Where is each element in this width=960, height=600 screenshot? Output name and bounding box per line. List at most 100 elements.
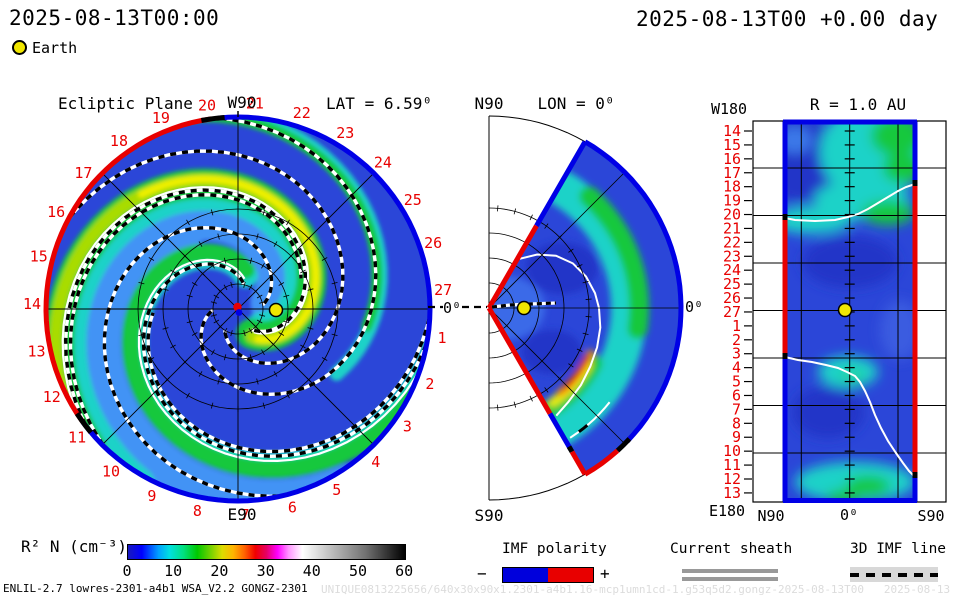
e90-label: E90 bbox=[228, 505, 257, 524]
grid-radial-line bbox=[488, 307, 626, 445]
rim-negative-polarity bbox=[583, 139, 684, 444]
rotation-day-label: 8 bbox=[193, 502, 202, 520]
rotation-day-label: 13 bbox=[723, 484, 741, 502]
rotation-day-label: 1 bbox=[437, 329, 446, 347]
rotation-day-label: 15 bbox=[723, 136, 741, 154]
deg0-axis-label: 0⁰ bbox=[840, 506, 858, 524]
grid-tick bbox=[186, 392, 190, 399]
current-sheath-swatch bbox=[682, 577, 778, 581]
rotation-day-label: 14 bbox=[23, 295, 41, 313]
rotation-day-label: 10 bbox=[723, 442, 741, 460]
rotation-day-label: 23 bbox=[336, 124, 354, 142]
grid-tick bbox=[243, 330, 246, 337]
rotation-day-label: 3 bbox=[732, 345, 741, 363]
rotation-day-label: 20 bbox=[198, 96, 216, 114]
imf-line-swatch bbox=[850, 567, 938, 582]
grid-tick bbox=[148, 257, 155, 261]
grid-tick bbox=[307, 327, 314, 330]
rotation-day-label: 9 bbox=[732, 428, 741, 446]
earth-icon bbox=[12, 40, 27, 55]
imf-positive-swatch bbox=[548, 568, 593, 582]
wedge-edge bbox=[566, 445, 575, 454]
grid-tick bbox=[223, 327, 228, 334]
rotation-day-label: 23 bbox=[723, 247, 741, 265]
grid-tick bbox=[211, 349, 215, 356]
timestamp-right: 2025-08-13T00 +0.00 day bbox=[636, 7, 939, 31]
current-sheet-line bbox=[61, 186, 310, 464]
sheet-black-mark bbox=[578, 424, 589, 434]
sun-icon bbox=[233, 302, 242, 312]
density-arm bbox=[62, 186, 312, 501]
current-sheath-title: Current sheath bbox=[670, 541, 793, 557]
colorbar-tick-label: 10 bbox=[164, 562, 183, 580]
outer-arc-outline bbox=[488, 115, 586, 143]
rotation-day-label: 12 bbox=[43, 388, 61, 406]
grid-tick bbox=[286, 219, 290, 226]
current-sheet-line bbox=[137, 258, 430, 463]
n90-axis-label: N90 bbox=[757, 507, 784, 525]
rotation-day-label: 26 bbox=[424, 234, 442, 252]
grid-tick bbox=[211, 262, 215, 269]
deg0-label: 0⁰ bbox=[443, 299, 461, 317]
rotation-day-label: 7 bbox=[241, 506, 250, 524]
rotation-day-label: 22 bbox=[723, 233, 741, 251]
grid-tick bbox=[259, 314, 266, 317]
rotation-day-label: 1 bbox=[732, 317, 741, 335]
rotation-day-label: 19 bbox=[723, 192, 741, 210]
rotation-day-label: 7 bbox=[732, 400, 741, 418]
grid-tick bbox=[213, 294, 220, 299]
dashed-line-icon bbox=[850, 572, 938, 577]
grid-tick bbox=[191, 332, 198, 336]
imf-line-dashes bbox=[102, 225, 338, 499]
rotation-day-label: 11 bbox=[723, 456, 741, 474]
grid-tick bbox=[262, 209, 266, 216]
grid-tick bbox=[217, 233, 220, 240]
rotation-day-label: 10 bbox=[102, 462, 120, 480]
r1au-grid: 1415161718192021222324252627123456789101… bbox=[709, 95, 947, 525]
grid-tick bbox=[230, 330, 233, 337]
r1au-title: R = 1.0 AU bbox=[810, 95, 906, 114]
rotation-day-label: 16 bbox=[47, 203, 65, 221]
density-blob bbox=[871, 122, 915, 156]
rotation-day-label: 5 bbox=[332, 481, 341, 499]
grid-tick bbox=[582, 332, 589, 336]
imf-polarity-swatch bbox=[502, 567, 594, 583]
colorbar-tick-label: 50 bbox=[348, 562, 368, 580]
grid-tick bbox=[513, 401, 517, 408]
grid-tick bbox=[497, 205, 499, 212]
rotation-day-label: 17 bbox=[723, 164, 741, 182]
outer-arc-outline bbox=[488, 473, 586, 501]
wedge-edge bbox=[486, 306, 553, 415]
grid-tick bbox=[210, 301, 217, 304]
lat-label: LAT = 6.59⁰ bbox=[326, 94, 432, 113]
grid-tick bbox=[283, 294, 290, 298]
earth-icon bbox=[516, 300, 532, 316]
rotation-day-label: 21 bbox=[723, 219, 741, 237]
colorbar-title: R² N (cm⁻³) bbox=[21, 537, 127, 556]
earth-legend-label: Earth bbox=[32, 39, 78, 57]
grid-tick bbox=[582, 280, 589, 284]
density-arm bbox=[121, 243, 430, 479]
density-blob bbox=[792, 386, 864, 438]
imf-line-title: 3D IMF line bbox=[850, 541, 947, 557]
grid-tick bbox=[278, 282, 285, 286]
rim-positive-polarity bbox=[43, 116, 212, 424]
wedge-edge bbox=[534, 140, 588, 227]
grid-tick bbox=[261, 262, 265, 269]
grid-tick bbox=[259, 301, 266, 304]
rotation-day-label: 2 bbox=[425, 375, 434, 393]
s90-label: S90 bbox=[475, 506, 504, 525]
current-sheath-swatch bbox=[682, 569, 778, 573]
grid-tick bbox=[576, 348, 583, 352]
rotation-day-label: 11 bbox=[68, 429, 86, 447]
grid-tick bbox=[223, 284, 228, 291]
earth-icon bbox=[268, 302, 284, 318]
grid-tick bbox=[513, 208, 517, 215]
rotation-day-label: 4 bbox=[371, 453, 380, 471]
rotation-day-label: 26 bbox=[723, 289, 741, 307]
density-colorbar bbox=[127, 544, 406, 560]
grid-tick bbox=[307, 288, 314, 291]
imf-line-dashes bbox=[46, 149, 345, 366]
grid-tick bbox=[217, 378, 220, 385]
w180-label: W180 bbox=[711, 100, 747, 118]
